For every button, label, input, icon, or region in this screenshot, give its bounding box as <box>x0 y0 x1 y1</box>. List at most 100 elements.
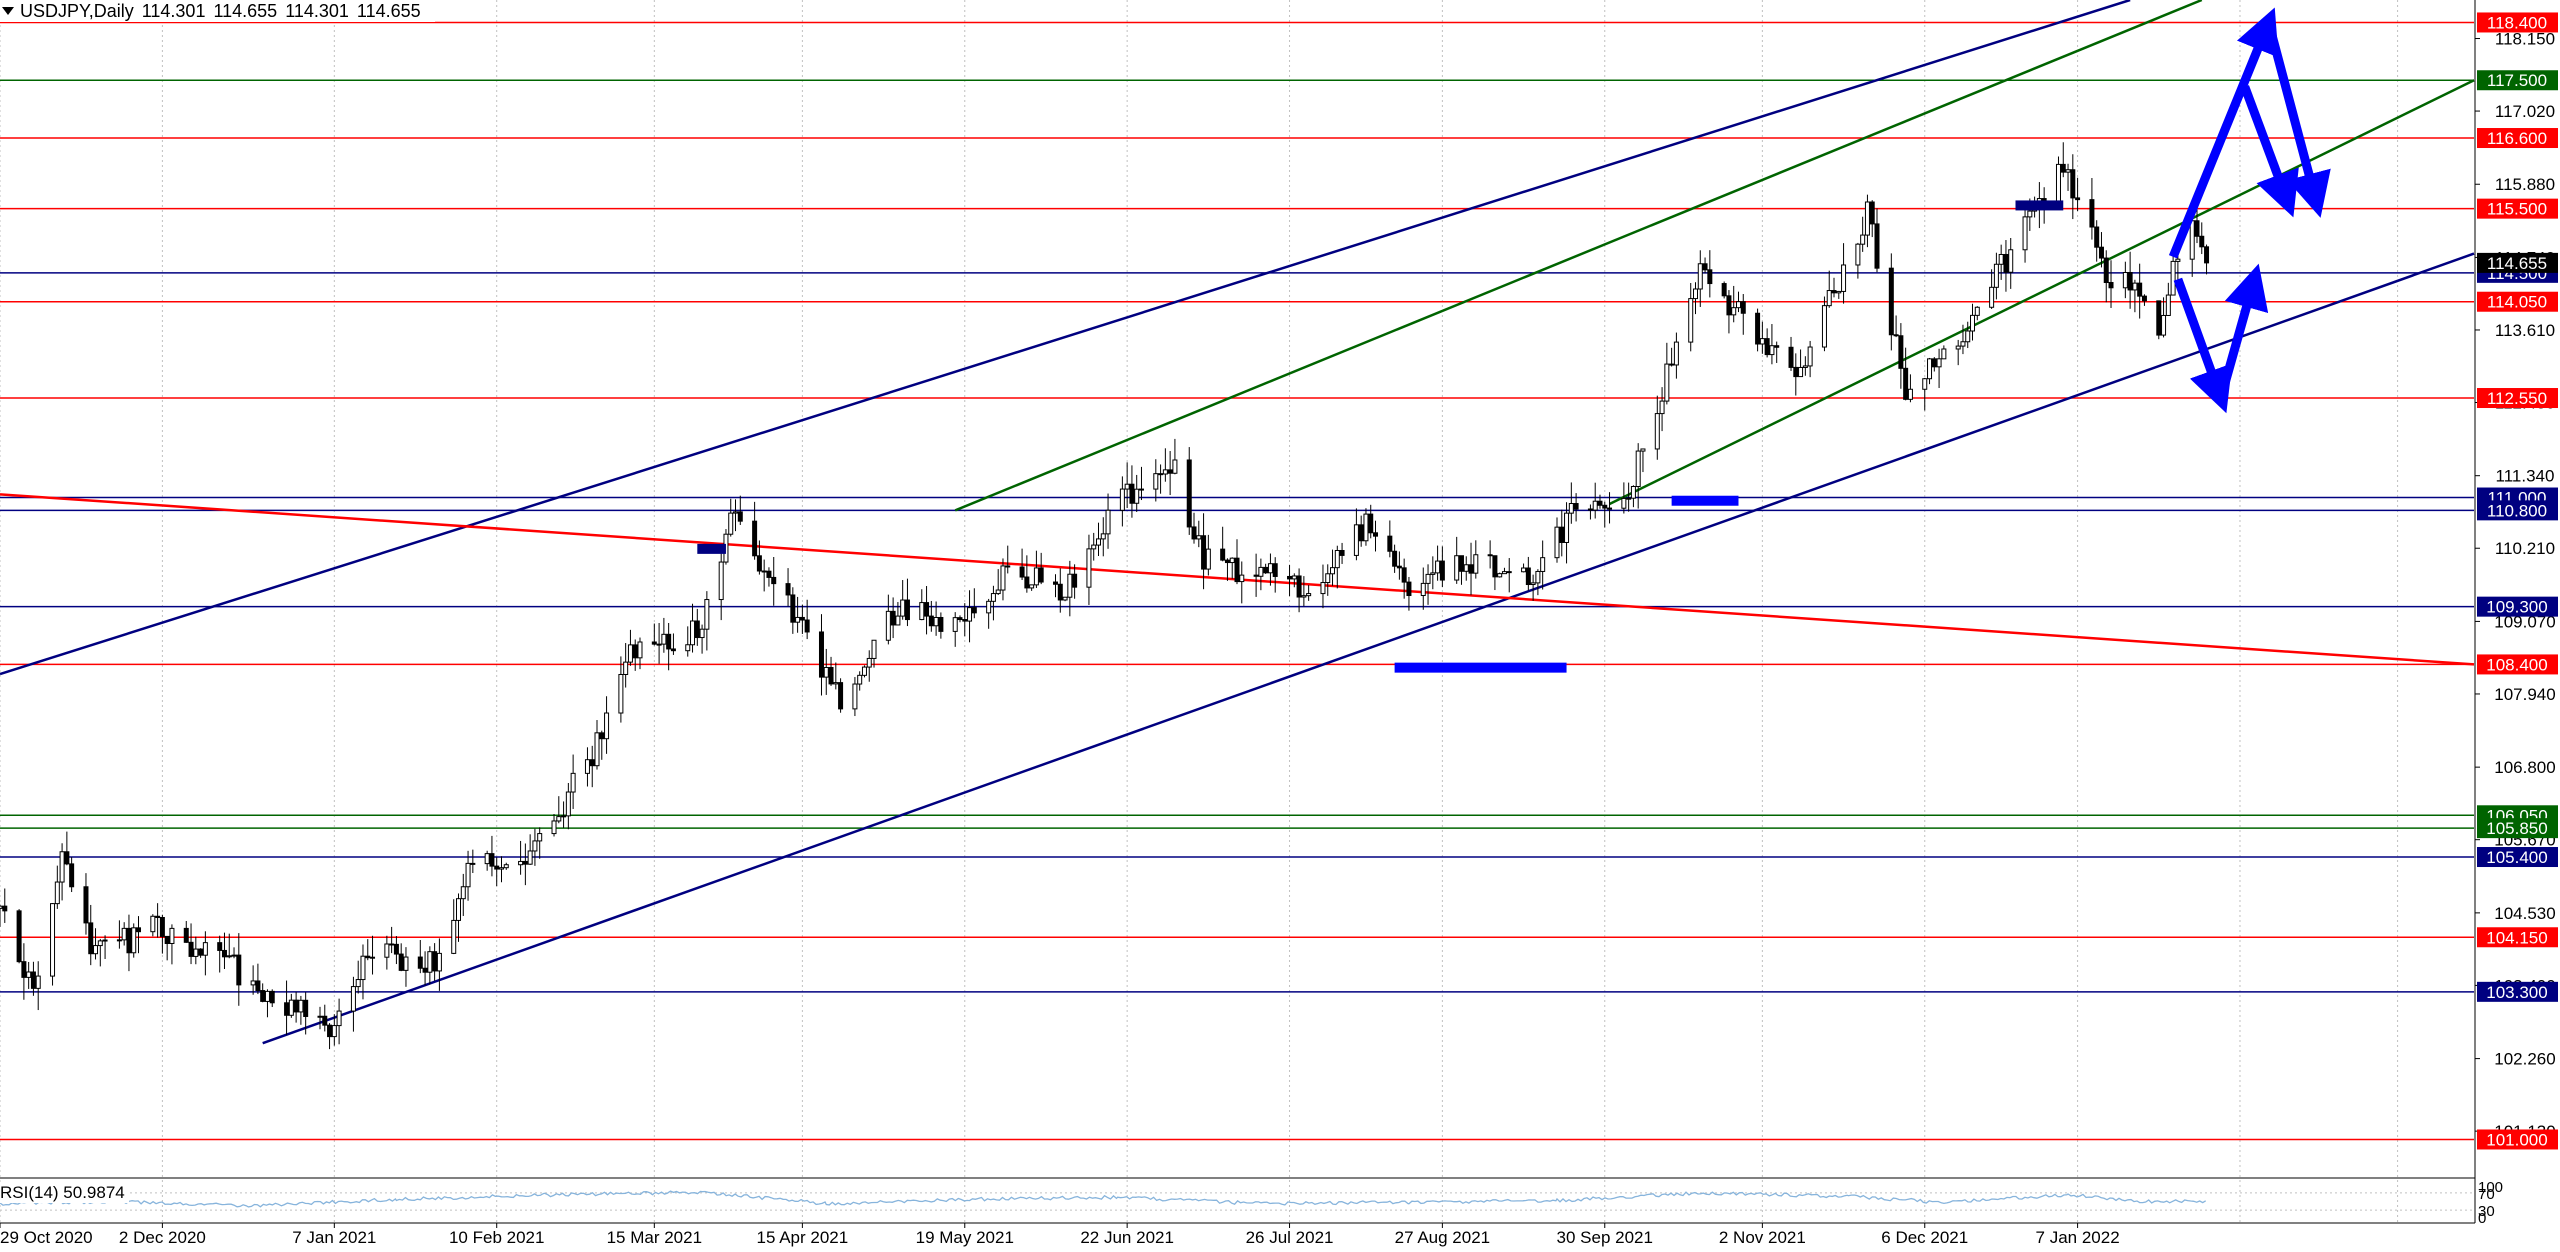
candle <box>198 948 204 958</box>
candle-body <box>217 942 223 951</box>
candle <box>1373 520 1379 552</box>
candle-body <box>226 955 232 958</box>
candle <box>1506 558 1512 593</box>
candle-body <box>155 915 161 918</box>
candle-body <box>986 600 992 614</box>
rsi-axis-label: 0 <box>2478 1210 2486 1227</box>
candle-body <box>1363 513 1369 542</box>
candle <box>1100 517 1106 557</box>
candle <box>1802 356 1808 376</box>
candle-body <box>1864 201 1870 236</box>
candle-body <box>1564 512 1570 543</box>
candle-body <box>933 616 939 627</box>
candle-body <box>522 860 528 865</box>
candle <box>1664 342 1670 405</box>
candle <box>54 865 60 909</box>
candle <box>804 599 810 640</box>
candle <box>1669 347 1675 367</box>
candle-body <box>2 905 8 912</box>
candle-body <box>1306 593 1312 597</box>
candle <box>1635 443 1641 509</box>
candle-body <box>962 619 968 622</box>
trendline <box>1608 79 2475 506</box>
candle-body <box>1501 571 1507 575</box>
candle <box>1205 534 1211 576</box>
date-tick-label: 19 May 2021 <box>916 1228 1014 1247</box>
candle-body <box>1468 564 1474 574</box>
candle <box>317 1006 323 1030</box>
candle <box>336 998 342 1045</box>
candle <box>1774 341 1780 363</box>
candle-body <box>2070 169 2076 199</box>
candle-body <box>1430 572 1436 575</box>
candle-body <box>952 617 958 632</box>
candle <box>737 495 743 525</box>
candle <box>255 963 261 995</box>
candle-body <box>264 990 270 1002</box>
date-tick-label: 10 Feb 2021 <box>449 1228 544 1247</box>
candle-body <box>1573 503 1579 510</box>
candle-body <box>756 555 762 572</box>
candle-body <box>1936 358 1942 368</box>
candle <box>885 594 891 645</box>
candle-body <box>670 648 676 652</box>
candle <box>690 603 696 653</box>
candle-body <box>1807 346 1813 367</box>
candle <box>188 923 194 965</box>
candle <box>1186 447 1192 535</box>
candle-body <box>1802 365 1808 368</box>
candle <box>857 671 863 691</box>
candle-body <box>1406 581 1412 597</box>
candle-body <box>1826 290 1832 307</box>
candle <box>1392 544 1398 573</box>
candle-body <box>1392 550 1398 567</box>
candle <box>427 946 433 985</box>
candle-body <box>795 616 801 623</box>
candle <box>1072 564 1078 599</box>
candle <box>331 1014 337 1046</box>
candle-body <box>1138 488 1144 491</box>
candle <box>293 991 299 1023</box>
candle-body <box>1673 341 1679 366</box>
candle-body <box>436 952 442 972</box>
rsi-axis-label: 100 <box>2478 1179 2503 1196</box>
candle <box>393 936 399 965</box>
zone-rectangle <box>1671 495 1739 506</box>
candle-body <box>1458 555 1464 572</box>
candle <box>1363 508 1369 546</box>
candle-body <box>1086 548 1092 588</box>
candle-body <box>1974 306 1980 316</box>
candle-body <box>2165 294 2171 316</box>
zone-rectangle <box>1394 662 1567 673</box>
candle-body <box>1836 290 1842 294</box>
candle <box>1927 357 1933 385</box>
candle <box>527 834 533 865</box>
candle-body <box>1492 555 1498 578</box>
candle-body <box>1788 346 1794 368</box>
candle-body <box>1234 557 1240 583</box>
candle <box>1086 534 1092 605</box>
candle-body <box>1439 560 1445 581</box>
candle-body <box>284 1002 290 1016</box>
candle <box>26 961 32 989</box>
candle-body <box>1320 582 1326 595</box>
candle-body <box>518 860 524 866</box>
candle-body <box>1525 567 1531 586</box>
candle <box>1841 243 1847 304</box>
candle <box>661 617 667 653</box>
date-tick-label: 2 Nov 2021 <box>1719 1228 1806 1247</box>
dropdown-triangle-icon[interactable] <box>2 7 14 15</box>
candle <box>1105 493 1111 549</box>
candle-body <box>183 927 189 943</box>
price-tick-label: 113.610 <box>2495 321 2555 340</box>
candle <box>2075 177 2081 212</box>
candle-body <box>298 999 304 1013</box>
candle-body <box>1927 358 1933 380</box>
candle <box>1764 328 1770 358</box>
candle-body <box>2089 199 2095 228</box>
level-price-tag <box>2477 388 2558 409</box>
level-price-tag-label: 114.050 <box>2487 293 2547 312</box>
price-tick-label: 109.070 <box>2494 612 2555 631</box>
